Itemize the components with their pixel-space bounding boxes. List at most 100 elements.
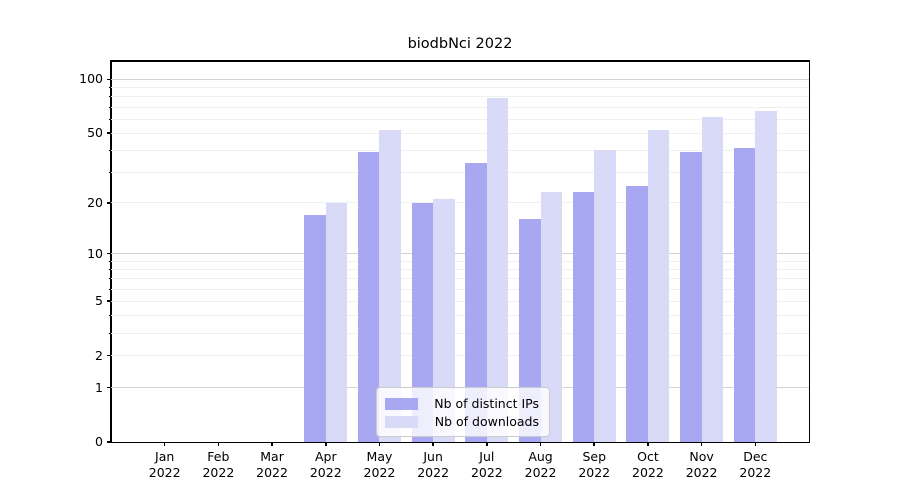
y-tick-label: 20 xyxy=(87,194,103,210)
bar-downloads-oct xyxy=(647,130,670,442)
x-tick-year: 2022 xyxy=(256,464,288,480)
x-tick-month: Mar xyxy=(260,449,284,464)
x-tick xyxy=(163,442,166,446)
x-tick-year: 2022 xyxy=(739,464,772,480)
y-tick-label: 5 xyxy=(95,293,103,309)
gridline-minor xyxy=(111,171,809,173)
x-tick-year: 2022 xyxy=(685,464,718,480)
x-tick xyxy=(754,442,757,446)
y-tick-label: 50 xyxy=(87,125,103,141)
y-minor-tick xyxy=(108,96,111,98)
y-tick xyxy=(107,386,111,389)
x-tick-month: Aug xyxy=(528,449,553,464)
gridline-minor xyxy=(111,149,809,151)
legend: Nb of distinct IPs Nb of downloads xyxy=(376,387,550,437)
gridline-minor xyxy=(111,355,809,357)
y-minor-tick xyxy=(108,278,111,280)
x-axis xyxy=(111,441,809,443)
x-tick-label: Mar 2022 xyxy=(242,449,302,480)
x-tick xyxy=(539,442,542,446)
x-tick-month: Jun xyxy=(423,449,443,464)
x-tick xyxy=(486,442,488,446)
x-tick-label: Aug 2022 xyxy=(511,449,571,480)
gridline-major xyxy=(111,253,809,255)
y-minor-tick xyxy=(108,288,111,290)
gridline-minor xyxy=(111,132,809,134)
gridline-major xyxy=(111,78,809,80)
bar-distinct-ips-aug xyxy=(519,219,541,442)
x-tick xyxy=(378,442,381,446)
bar-distinct-ips-oct xyxy=(626,186,648,442)
gridline-minor xyxy=(111,106,809,108)
x-tick-label: Sep 2022 xyxy=(564,449,624,480)
y-minor-tick xyxy=(108,87,111,89)
x-tick xyxy=(432,442,434,446)
legend-swatch-icon xyxy=(385,415,418,428)
x-tick-year: 2022 xyxy=(524,464,557,480)
y-minor-tick xyxy=(108,149,111,151)
y-tick-label: 1 xyxy=(95,379,103,395)
y-minor-tick xyxy=(108,268,111,270)
y-tick-label: 100 xyxy=(79,71,103,87)
bar-distinct-ips-sep xyxy=(572,192,595,442)
y-tick xyxy=(107,354,111,357)
gridline-minor xyxy=(111,260,809,262)
x-tick-month: Nov xyxy=(689,449,714,464)
x-tick-month: Jan xyxy=(155,449,175,464)
legend-swatch-icon xyxy=(385,397,418,410)
y-tick xyxy=(107,300,111,302)
x-tick xyxy=(271,442,273,446)
x-tick xyxy=(325,442,327,446)
bar-distinct-ips-nov xyxy=(680,152,702,442)
legend-item: Nb of downloads xyxy=(385,413,541,430)
bar-downloads-jul xyxy=(486,97,509,442)
x-tick-label: Jun 2022 xyxy=(403,449,463,480)
x-tick-label: Jul 2022 xyxy=(457,449,517,480)
x-tick-year: 2022 xyxy=(417,464,450,480)
y-tick xyxy=(107,78,111,81)
chart-title: biodbNci 2022 xyxy=(407,36,513,52)
y-tick-label: 0 xyxy=(95,434,103,449)
bar-distinct-ips-jul xyxy=(465,162,487,442)
x-tick-year: 2022 xyxy=(148,464,181,480)
y-tick xyxy=(107,441,111,443)
x-tick-label: Dec 2022 xyxy=(725,449,785,480)
y-minor-tick xyxy=(108,332,111,334)
x-tick-month: Oct xyxy=(637,449,659,464)
y-axis xyxy=(110,60,112,443)
y-tick xyxy=(107,132,111,134)
bar-downloads-sep xyxy=(594,150,616,442)
y-tick xyxy=(107,202,111,204)
x-tick-year: 2022 xyxy=(470,464,503,480)
x-tick-label: May 2022 xyxy=(349,449,409,480)
x-tick-label: Feb 2022 xyxy=(188,449,248,480)
x-tick-year: 2022 xyxy=(309,464,342,480)
y-minor-tick xyxy=(108,315,111,317)
x-tick-label: Jan 2022 xyxy=(135,449,195,480)
y-tick-label: 2 xyxy=(95,347,103,363)
gridline-minor xyxy=(111,278,809,280)
y-tick-label: 10 xyxy=(87,245,103,261)
bar-downloads-apr xyxy=(325,202,348,442)
gridline-minor xyxy=(111,288,809,290)
x-tick xyxy=(217,442,220,446)
x-tick-label: Oct 2022 xyxy=(618,449,678,480)
gridline-minor xyxy=(111,315,809,317)
x-tick xyxy=(700,442,703,446)
bar-downloads-nov xyxy=(701,116,724,442)
bar-distinct-ips-apr xyxy=(304,214,326,442)
x-tick-month: Feb xyxy=(207,449,230,464)
spine-top xyxy=(111,60,809,62)
legend-label: Nb of downloads xyxy=(434,414,539,429)
y-minor-tick xyxy=(108,118,111,120)
x-tick-month: Apr xyxy=(314,449,337,464)
x-tick-month: May xyxy=(366,449,393,464)
y-minor-tick xyxy=(108,171,111,173)
y-tick xyxy=(107,252,111,255)
y-minor-tick xyxy=(108,106,111,108)
x-tick-month: Dec xyxy=(743,449,768,464)
gridline-minor xyxy=(111,300,809,302)
gridline-minor xyxy=(111,87,809,89)
bar-distinct-ips-jun xyxy=(411,202,434,442)
spine-right xyxy=(808,60,810,443)
